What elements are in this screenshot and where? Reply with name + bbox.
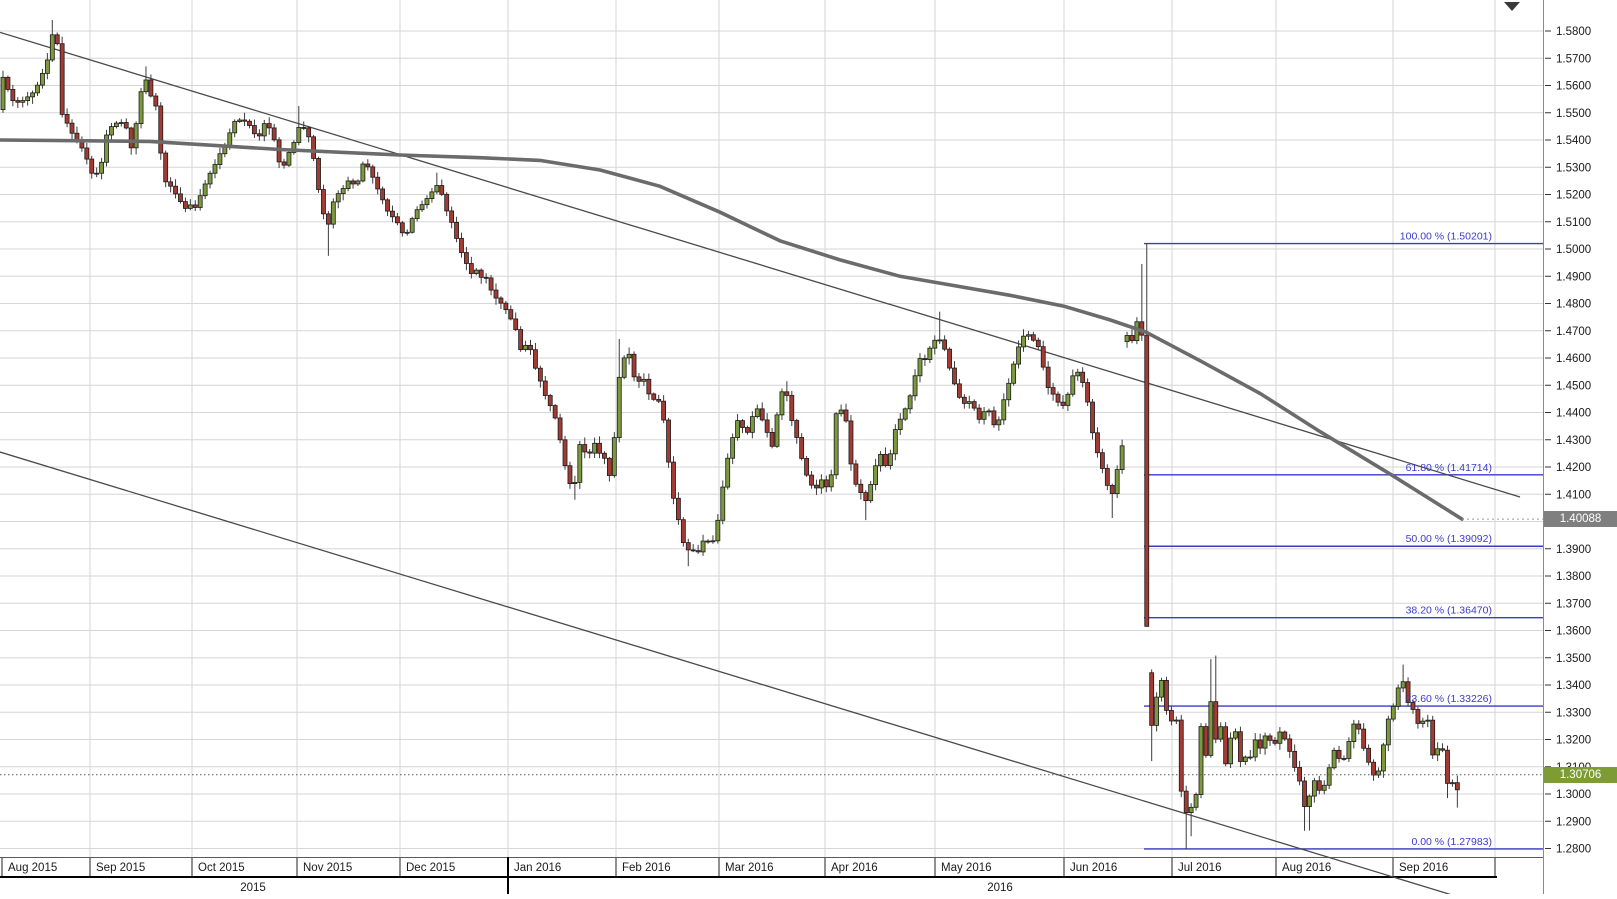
- gridlines-layer: [0, 0, 1543, 857]
- price-label: 1.5600: [1556, 81, 1591, 93]
- month-label: Jun 2016: [1070, 862, 1117, 874]
- month-label: Dec 2015: [406, 862, 455, 874]
- month-label: Apr 2016: [831, 862, 878, 874]
- fibonacci-labels-layer: 100.00 % (1.50201) 61.80 % (1.41714) 50.00…: [1400, 231, 1492, 848]
- price-label: 1.4600: [1556, 353, 1591, 365]
- price-label: 1.3800: [1556, 571, 1591, 583]
- price-label: 1.4200: [1556, 462, 1591, 474]
- price-label: 1.4900: [1556, 271, 1591, 283]
- price-label: 1.2800: [1556, 844, 1591, 856]
- fib-level-label[interactable]: 23.60 % (1.33226): [1406, 693, 1492, 705]
- month-label: Oct 2015: [198, 862, 245, 874]
- price-label: 1.5500: [1556, 108, 1591, 120]
- price-label: 1.5100: [1556, 217, 1591, 229]
- price-scale-layer[interactable]: 1.5800 1.5700 1.5600 1.5500 1.5400 1.5300 1.52…: [1543, 0, 1592, 894]
- chart-shift-marker-icon[interactable]: [1504, 2, 1520, 11]
- ma-value-price-marker: 1.40088: [1544, 511, 1617, 528]
- price-label: 1.5300: [1556, 162, 1591, 174]
- price-label: 1.3500: [1556, 653, 1591, 665]
- month-label: Aug 2016: [1282, 862, 1331, 874]
- price-lines-layer: [0, 518, 1543, 776]
- price-label: 1.3900: [1556, 544, 1591, 556]
- month-label: Jan 2016: [514, 862, 561, 874]
- price-label: 1.4400: [1556, 408, 1591, 420]
- price-label: 1.4700: [1556, 326, 1591, 338]
- price-label: 1.5200: [1556, 190, 1591, 202]
- price-label: 1.4100: [1556, 489, 1591, 501]
- month-label: Jul 2016: [1178, 862, 1221, 874]
- price-label: 1.4800: [1556, 299, 1591, 311]
- fib-level-label[interactable]: 100.00 % (1.50201): [1400, 231, 1492, 243]
- price-label: 1.3600: [1556, 626, 1591, 638]
- axes-layer: Aug 2015 Sep 2015 Oct 2015 Nov 2015 Dec 2015…: [0, 857, 1543, 894]
- fib-level-label[interactable]: 38.20 % (1.36470): [1406, 605, 1492, 617]
- price-label: 1.5000: [1556, 244, 1591, 256]
- month-label: Feb 2016: [622, 862, 671, 874]
- month-label: Sep 2015: [96, 862, 145, 874]
- month-label: Aug 2015: [8, 862, 57, 874]
- current-price-marker: 1.30706: [1544, 766, 1617, 783]
- year-label: 2016: [987, 882, 1013, 894]
- fibonacci-layer: [1144, 242, 1543, 850]
- price-label: 1.2900: [1556, 816, 1591, 828]
- price-label: 1.3700: [1556, 598, 1591, 610]
- year-label: 2015: [240, 882, 266, 894]
- price-label: 1.5800: [1556, 26, 1591, 38]
- price-label: 1.4500: [1556, 380, 1591, 392]
- price-label: 1.3400: [1556, 680, 1591, 692]
- price-label: 1.4300: [1556, 435, 1591, 447]
- month-label: Nov 2015: [303, 862, 352, 874]
- candles-layer: [0, 20, 1460, 850]
- fib-level-label[interactable]: 61.80 % (1.41714): [1406, 462, 1492, 474]
- trendlines-layer: [0, 31, 1521, 498]
- lower-trendline-layer: [0, 451, 1457, 897]
- price-label: 1.5400: [1556, 135, 1591, 147]
- month-label: Sep 2016: [1399, 862, 1448, 874]
- price-label: 1.3000: [1556, 789, 1591, 801]
- fib-level-label[interactable]: 50.00 % (1.39092): [1406, 533, 1492, 545]
- price-label: 1.3200: [1556, 735, 1591, 747]
- fib-level-label[interactable]: 0.00 % (1.27983): [1411, 836, 1492, 848]
- price-label: 1.5700: [1556, 53, 1591, 65]
- month-label: May 2016: [941, 862, 992, 874]
- price-label: 1.3300: [1556, 707, 1591, 719]
- moving-average-layer: [0, 138, 1464, 521]
- month-label: Mar 2016: [725, 862, 774, 874]
